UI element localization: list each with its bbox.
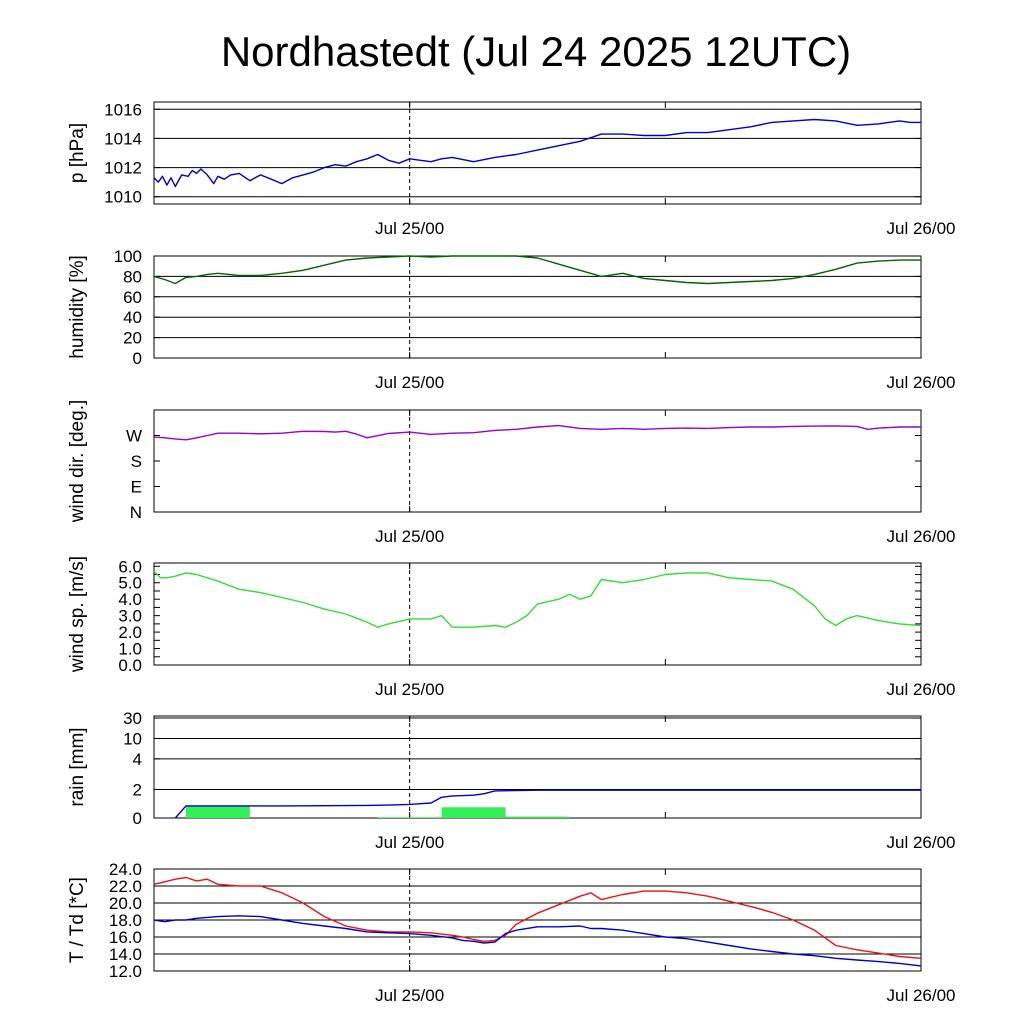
y-axis-label: humidity [%] <box>67 255 88 358</box>
y-tick-label: 3.0 <box>118 607 142 626</box>
series-line-td <box>153 915 922 967</box>
y-axis-label: T / Td [*C] <box>67 877 88 963</box>
y-tick-label: 6.0 <box>118 557 142 576</box>
y-tick-label: 1.0 <box>118 640 142 659</box>
chart-title: Nordhastedt (Jul 24 2025 12UTC) <box>221 28 851 75</box>
series-line-rain <box>174 789 921 819</box>
x-tick-label: Jul 26/00 <box>887 373 956 392</box>
y-tick-label: 16.0 <box>109 928 142 947</box>
x-tick-label: Jul 25/00 <box>375 833 444 852</box>
y-axis-label: wind sp. [m/s] <box>67 556 88 673</box>
x-tick-label: Jul 25/00 <box>375 986 444 1005</box>
y-tick-label: 5.0 <box>118 574 142 593</box>
x-tick-label: Jul 25/00 <box>375 680 444 699</box>
panel-frame <box>153 255 922 359</box>
y-tick-label: 1016 <box>104 100 142 119</box>
y-tick-label: 1010 <box>104 188 142 207</box>
x-tick-label: Jul 26/00 <box>887 219 956 238</box>
y-tick-label: 100 <box>114 247 142 266</box>
y-tick-label: 0.0 <box>118 656 142 675</box>
y-axis-label: wind dir. [deg.] <box>67 400 88 524</box>
y-tick-label: 20 <box>123 329 142 348</box>
rain-bar <box>505 816 570 818</box>
y-tick-label: E <box>131 478 142 497</box>
panel-wind-speed: 0.01.02.03.04.05.06.0 Jul 25/00 Jul 26/00 w… <box>67 556 956 699</box>
panel-frame <box>153 562 922 666</box>
y-tick-label: W <box>126 427 142 446</box>
panel-pressure: 1010 1012 1014 1016 Jul 25/00 Jul 26/00 p [hPa… <box>67 100 956 238</box>
x-tick-label: Jul 25/00 <box>375 527 444 546</box>
series-line-wind-speed <box>153 570 922 628</box>
panel-temperature-dewpoint: 12.014.016.018.020.022.024.0 Jul 25/00 Jul… <box>67 860 956 1005</box>
panel-frame <box>153 101 922 205</box>
rain-bar <box>185 806 250 818</box>
y-tick-label: 0 <box>133 809 142 828</box>
y-tick-label: 4.0 <box>118 590 142 609</box>
y-tick-label: 12.0 <box>109 962 142 981</box>
y-tick-label: 18.0 <box>109 911 142 930</box>
x-tick-label: Jul 25/00 <box>375 373 444 392</box>
y-tick-label: 0 <box>133 349 142 368</box>
y-tick-label: 80 <box>123 267 142 286</box>
x-tick-label: Jul 25/00 <box>375 219 444 238</box>
y-tick-label: 2 <box>133 780 142 799</box>
y-axis-label: p [hPa] <box>67 123 88 183</box>
y-tick-label: 10 <box>123 729 142 748</box>
y-tick-label: 60 <box>123 288 142 307</box>
y-tick-label: 20.0 <box>109 894 142 913</box>
y-tick-label: 1012 <box>104 159 142 178</box>
y-tick-label: 30 <box>123 709 142 728</box>
series-line-pressure <box>153 118 921 188</box>
y-tick-label: S <box>131 452 142 471</box>
y-tick-label: N <box>130 503 142 522</box>
y-tick-label: 24.0 <box>109 860 142 879</box>
series-line-wind-direction <box>153 424 921 441</box>
y-tick-label: 4 <box>133 750 142 769</box>
y-tick-label: 1014 <box>104 129 142 148</box>
x-tick-label: Jul 26/00 <box>887 680 956 699</box>
series-line-humidity <box>153 255 921 285</box>
y-tick-label: 40 <box>123 308 142 327</box>
y-tick-label: 22.0 <box>109 877 142 896</box>
x-tick-label: Jul 26/00 <box>887 833 956 852</box>
y-tick-label: 2.0 <box>118 623 142 642</box>
rain-bar <box>441 807 506 818</box>
x-tick-label: Jul 26/00 <box>887 527 956 546</box>
x-tick-label: Jul 26/00 <box>887 986 956 1005</box>
y-tick-label: 14.0 <box>109 945 142 964</box>
panels-group: 1010 1012 1014 1016 Jul 25/00 Jul 26/00 p [hPa… <box>67 100 956 1005</box>
y-axis-label: rain [mm] <box>67 727 88 806</box>
rain-bar <box>377 817 442 818</box>
